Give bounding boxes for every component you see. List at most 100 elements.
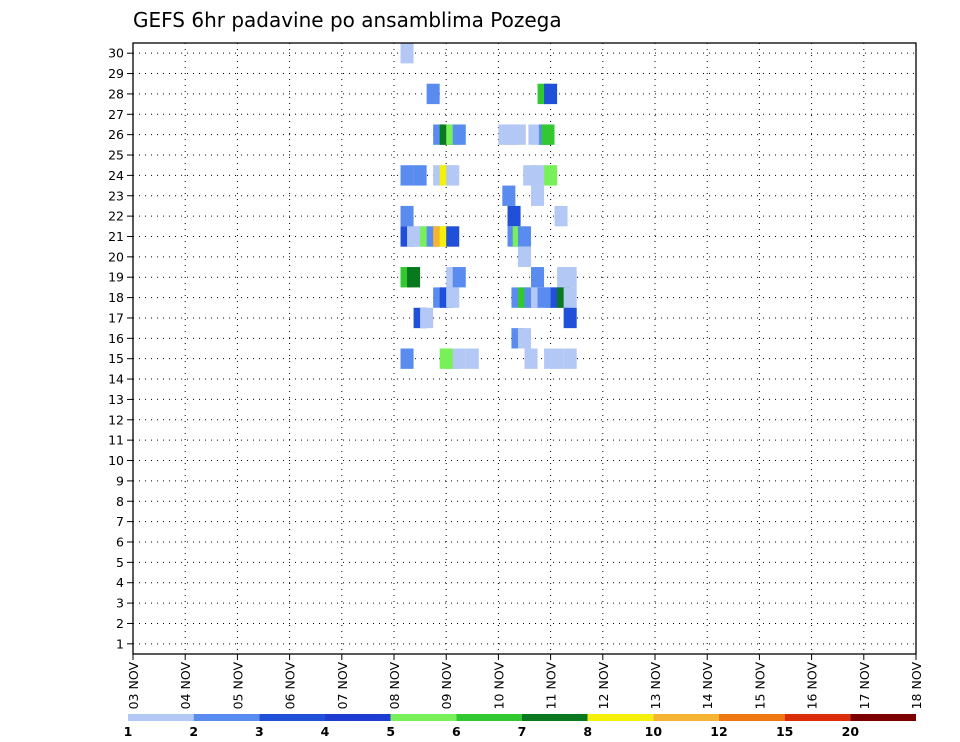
plot-frame (132, 42, 917, 655)
legend-swatch (259, 714, 325, 721)
y-tick-label: 17 (108, 310, 124, 325)
x-tick-label: 13 NOV (648, 662, 663, 710)
data-cell (400, 348, 414, 369)
data-cell (465, 348, 479, 369)
data-cell (452, 267, 466, 288)
y-axis: 1234567891011121314151617181920212223242… (108, 46, 133, 651)
data-cell (400, 205, 414, 227)
x-tick-label: 10 NOV (491, 662, 506, 710)
y-tick-label: 20 (108, 249, 124, 264)
data-cells (400, 43, 577, 369)
y-tick-label: 3 (116, 596, 124, 611)
data-cell (507, 205, 521, 227)
data-cell (400, 43, 414, 64)
data-cell (531, 185, 545, 206)
data-cell (446, 287, 460, 308)
legend-swatch (850, 714, 916, 721)
x-tick-label: 14 NOV (700, 662, 715, 710)
y-tick-label: 9 (116, 473, 124, 488)
data-cell (531, 267, 545, 288)
legend-label: 4 (321, 724, 330, 739)
y-tick-label: 26 (108, 127, 124, 142)
data-cell (550, 348, 564, 369)
y-tick-label: 11 (108, 433, 124, 448)
data-cell (420, 307, 434, 329)
legend-label: 5 (386, 724, 395, 739)
y-tick-label: 25 (108, 148, 124, 163)
data-cell (400, 165, 414, 186)
legend-label: 10 (645, 724, 663, 739)
y-tick-label: 14 (108, 372, 124, 387)
legend-label: 6 (452, 724, 461, 739)
data-cell (413, 165, 427, 186)
data-cell (524, 348, 538, 369)
legend-swatch (193, 714, 260, 721)
legend-swatch (719, 714, 785, 721)
data-cell (517, 226, 532, 247)
legend-swatch (128, 714, 194, 721)
x-tick-label: 12 NOV (596, 662, 611, 710)
x-tick-label: 05 NOV (230, 662, 245, 710)
data-cell (544, 83, 558, 105)
data-cell (528, 124, 542, 145)
x-tick-label: 03 NOV (126, 662, 141, 710)
data-cell (446, 165, 460, 186)
y-tick-label: 18 (108, 290, 124, 305)
legend-swatch (325, 714, 391, 721)
y-tick-label: 28 (108, 86, 124, 101)
data-cell (517, 246, 532, 268)
legend-label: 3 (255, 724, 264, 739)
legend-label: 20 (842, 724, 860, 739)
x-tick-label: 16 NOV (805, 662, 820, 710)
y-tick-label: 8 (116, 494, 124, 509)
data-cell (531, 165, 545, 186)
data-cell (512, 124, 526, 145)
x-tick-label: 09 NOV (439, 662, 454, 710)
data-cell (452, 124, 466, 145)
data-cell (517, 328, 532, 349)
data-cell (446, 226, 460, 247)
data-cell (563, 267, 577, 288)
x-tick-label: 06 NOV (283, 662, 298, 710)
y-tick-label: 19 (108, 270, 124, 285)
legend-swatch (784, 714, 851, 721)
y-tick-label: 29 (108, 66, 124, 81)
y-tick-label: 4 (116, 575, 124, 590)
y-tick-label: 15 (108, 351, 124, 366)
color-legend: 1 2 3 4 5 6 7 8 10 12 15 20 (124, 714, 916, 739)
y-tick-label: 1 (116, 636, 124, 651)
x-tick-label: 18 NOV (909, 662, 924, 710)
legend-label: 2 (189, 724, 198, 739)
data-cell (563, 287, 577, 308)
y-tick-label: 13 (108, 392, 124, 407)
data-cell (563, 307, 577, 329)
chart-title: GEFS 6hr padavine po ansamblima Pozega (133, 8, 562, 32)
y-tick-label: 10 (108, 453, 124, 468)
x-tick-label: 04 NOV (178, 662, 193, 710)
x-axis: 03 NOV 04 NOV 05 NOV 06 NOV 07 NOV 08 NOV 09 N… (126, 654, 924, 709)
y-tick-label: 5 (116, 555, 124, 570)
legend-label: 7 (518, 724, 527, 739)
y-tick-label: 27 (108, 107, 124, 122)
legend-label: 1 (124, 724, 133, 739)
data-cell (544, 165, 558, 186)
data-cell (407, 267, 421, 288)
data-cell (541, 124, 555, 145)
y-tick-label: 16 (108, 331, 124, 346)
data-cell (502, 185, 516, 206)
y-tick-label: 22 (108, 209, 124, 224)
x-tick-label: 11 NOV (544, 662, 559, 710)
legend-label: 12 (710, 724, 727, 739)
y-tick-label: 21 (108, 229, 124, 244)
legend-swatch (653, 714, 719, 721)
x-tick-label: 07 NOV (335, 662, 350, 710)
y-tick-label: 2 (116, 616, 124, 631)
x-tick-label: 15 NOV (752, 662, 767, 710)
data-cell (563, 348, 577, 369)
legend-label: 8 (583, 724, 592, 739)
y-tick-label: 30 (108, 46, 124, 61)
legend-swatch (522, 714, 588, 721)
data-cell (452, 348, 466, 369)
y-tick-label: 23 (108, 188, 124, 203)
